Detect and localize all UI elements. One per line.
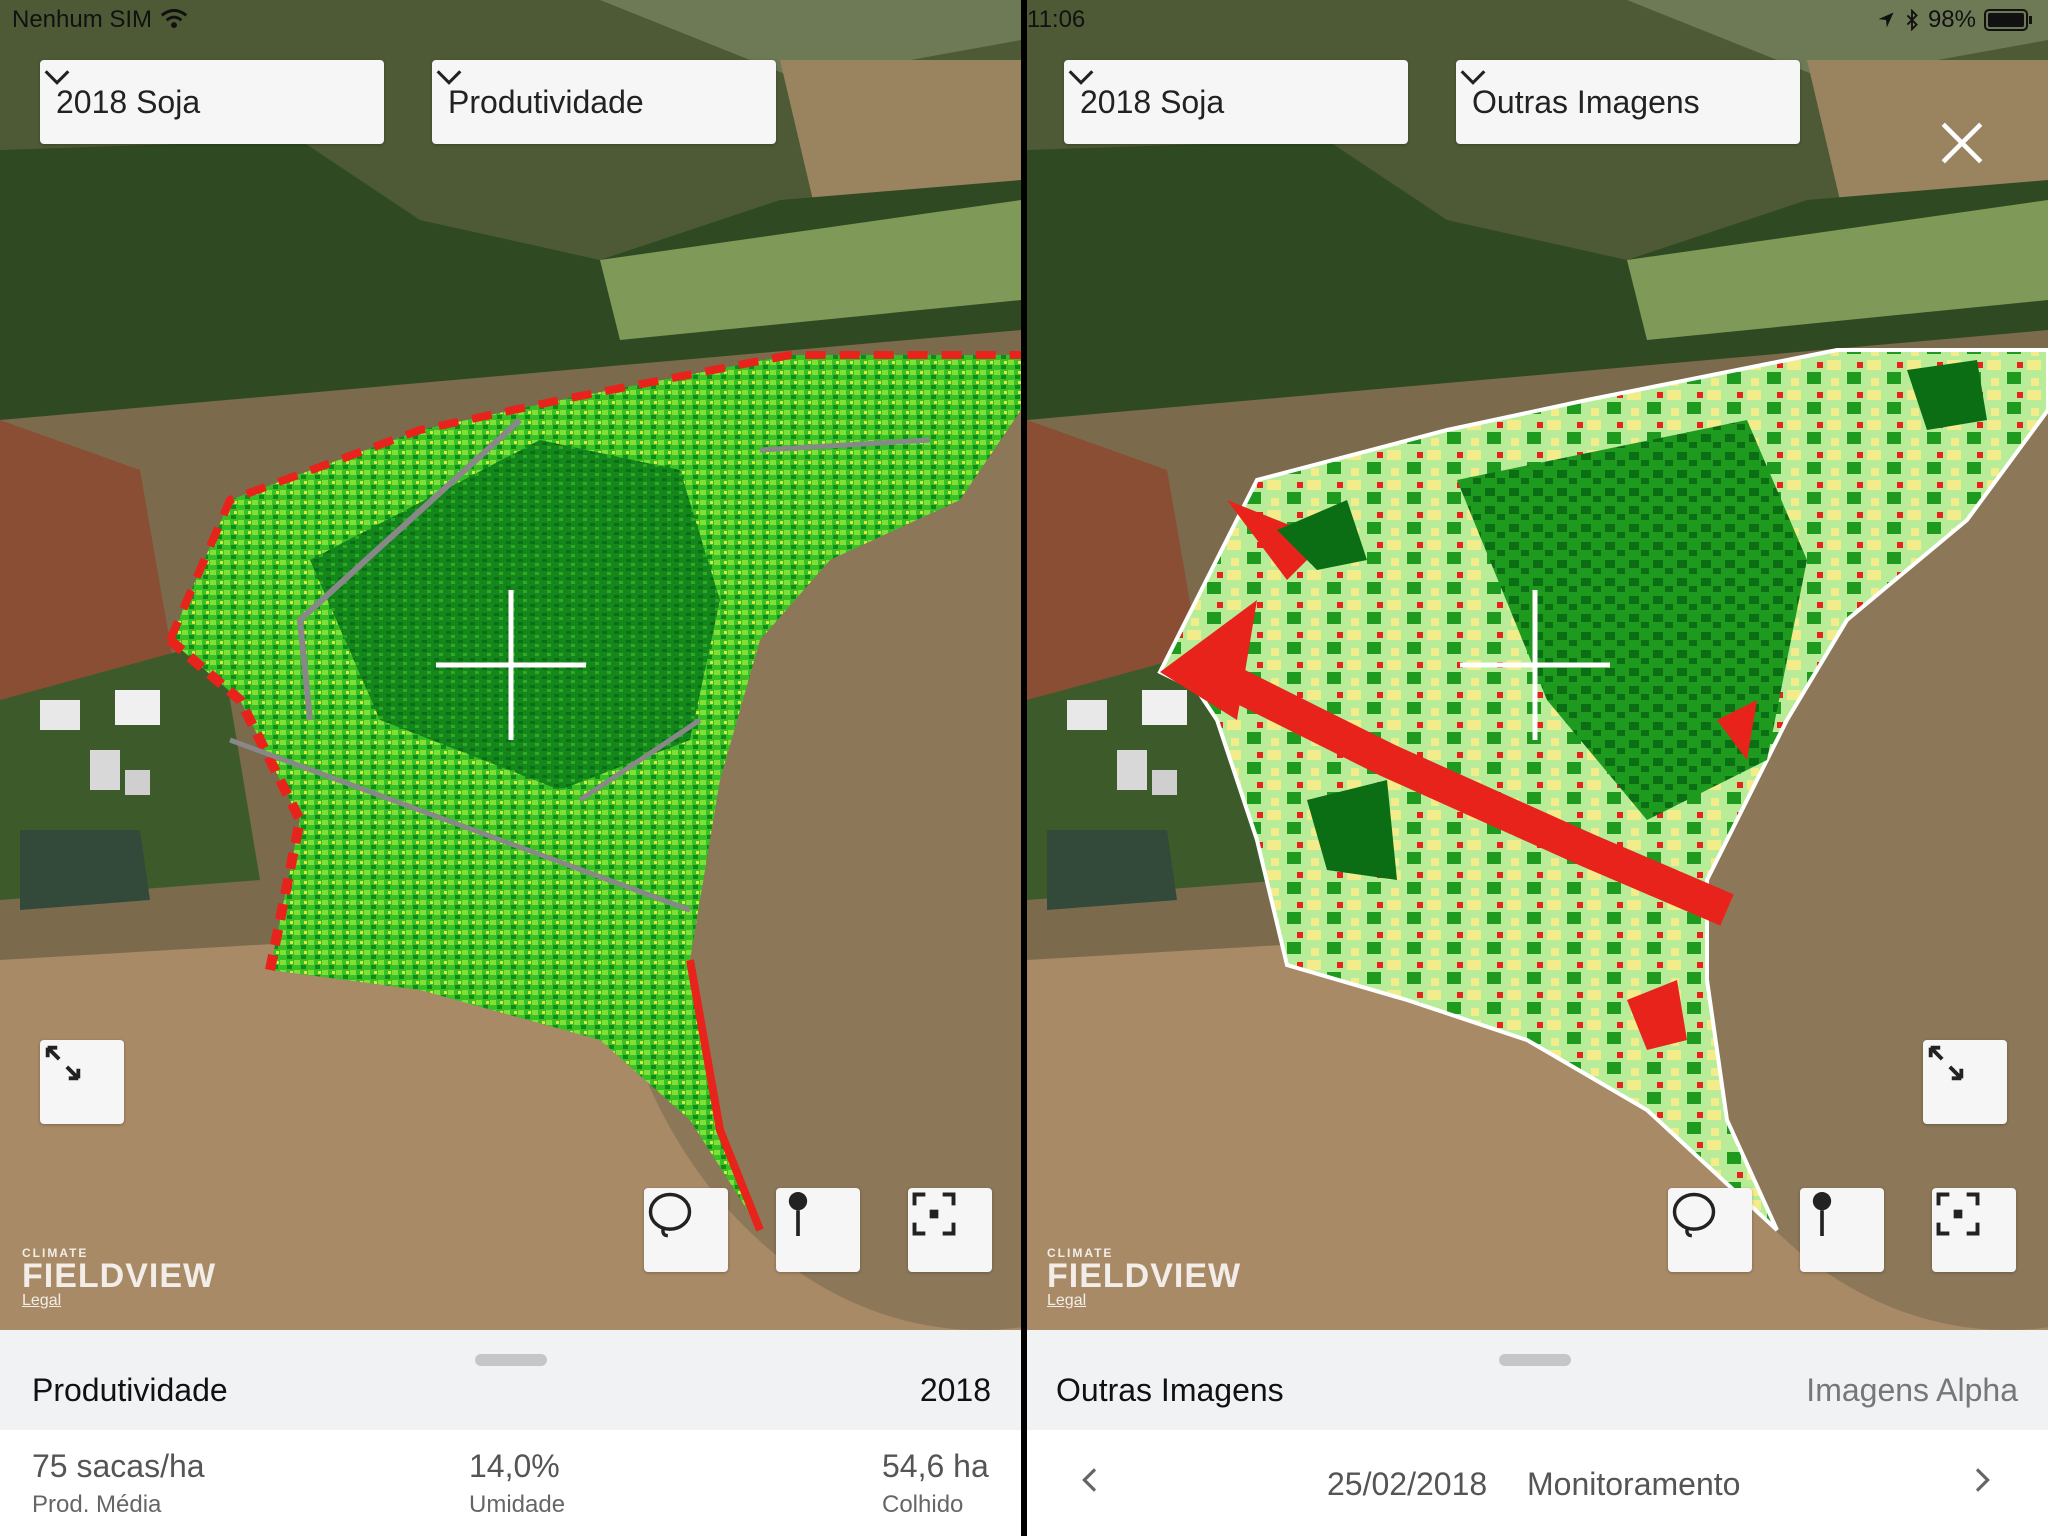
sheet-source: Imagens Alpha (1806, 1372, 2018, 1408)
lasso-icon (1672, 1192, 1716, 1238)
carrier-text: Nenhum SIM (12, 6, 153, 33)
season-dropdown-label: 2018 Soja (1080, 83, 1225, 120)
right-map[interactable]: 2018 Soja Outras Imagens (1027, 0, 2048, 1330)
expand-button[interactable] (40, 1040, 124, 1124)
lasso-icon (648, 1192, 692, 1238)
left-sheet-header: Produtividade 2018 (0, 1330, 1021, 1430)
left-bottom-sheet[interactable]: Produtividade 2018 75 sacas/ha Prod. Méd… (0, 1330, 1021, 1536)
legal-link[interactable]: Legal (1047, 1292, 1087, 1309)
chevron-left-icon[interactable] (1075, 1464, 1107, 1496)
crosshair-icon (1460, 590, 1610, 740)
season-dropdown[interactable]: 2018 Soja (40, 60, 384, 144)
layer-dropdown[interactable]: Outras Imagens (1456, 60, 1800, 144)
logo-small-text: CLIMATE (22, 1246, 89, 1260)
sheet-title: Outras Imagens (1056, 1372, 1284, 1408)
battery-icon (1984, 9, 2032, 31)
expand-icon (45, 1045, 81, 1081)
status-right: 98% (1876, 6, 2034, 34)
chevron-down-icon (1068, 70, 1094, 85)
legal-link[interactable]: Legal (22, 1292, 62, 1309)
focus-icon (912, 1192, 956, 1236)
right-bottom-sheet[interactable]: Outras Imagens Imagens Alpha 25/02/2018 … (1027, 1330, 2048, 1536)
stat-value: 75 sacas/ha (32, 1448, 205, 1484)
stat-moisture: 14,0% Umidade (469, 1448, 565, 1519)
expand-button[interactable] (1923, 1040, 2007, 1124)
carrier-status: Nenhum SIM (12, 6, 189, 34)
sheet-title: Produtividade (32, 1372, 228, 1408)
right-map-background (1027, 0, 2048, 1330)
stat-avg-yield: 75 sacas/ha Prod. Média (32, 1448, 205, 1519)
focus-icon (1936, 1192, 1980, 1236)
season-dropdown-label: 2018 Soja (56, 83, 201, 120)
crosshair-icon (436, 590, 586, 740)
wifi-icon (160, 8, 187, 29)
lasso-button[interactable] (644, 1188, 728, 1272)
left-map[interactable]: 2018 Soja Produtividade (0, 0, 1021, 1330)
fieldview-logo: CLIMATE FIELDVIEW Legal (1047, 1246, 1241, 1310)
logo-small-text: CLIMATE (1047, 1246, 1114, 1260)
pin-icon (1812, 1192, 1832, 1236)
stat-label: Umidade (469, 1491, 566, 1518)
fieldview-logo: CLIMATE FIELDVIEW Legal (22, 1246, 216, 1310)
left-map-background (0, 0, 1021, 1330)
sheet-drag-handle[interactable] (475, 1354, 547, 1366)
location-arrow-icon (1878, 12, 1894, 28)
logo-big-text: FIELDVIEW (22, 1257, 217, 1295)
layer-dropdown-label: Outras Imagens (1472, 83, 1700, 120)
battery-text: 98% (1927, 6, 1976, 33)
chevron-down-icon (44, 70, 70, 85)
stat-label: Prod. Média (32, 1491, 162, 1518)
right-map-pane: 2018 Soja Outras Imagens (1027, 0, 2048, 1536)
stat-harvested: 54,6 ha Colhido (882, 1448, 989, 1519)
close-icon[interactable] (1937, 118, 1987, 168)
layer-dropdown[interactable]: Produtividade (432, 60, 776, 144)
sheet-drag-handle[interactable] (1499, 1354, 1571, 1366)
image-date: 25/02/2018 (1327, 1466, 1488, 1502)
pin-icon (788, 1192, 808, 1236)
pin-button[interactable] (1800, 1188, 1884, 1272)
stat-value: 14,0% (469, 1448, 560, 1484)
right-sheet-header: Outras Imagens Imagens Alpha (1027, 1330, 2048, 1430)
focus-button[interactable] (908, 1188, 992, 1272)
clock: 11:06 (1027, 6, 1086, 33)
expand-icon (1928, 1045, 1964, 1081)
focus-button[interactable] (1932, 1188, 2016, 1272)
lasso-button[interactable] (1668, 1188, 1752, 1272)
sheet-year: 2018 (919, 1372, 991, 1408)
stat-label: Colhido (882, 1491, 964, 1518)
pin-button[interactable] (776, 1188, 860, 1272)
chevron-down-icon (436, 70, 462, 85)
logo-big-text: FIELDVIEW (1047, 1257, 1242, 1295)
bluetooth-icon (1906, 9, 1918, 31)
left-map-pane: 2018 Soja Produtividade (0, 0, 1021, 1536)
stat-value: 54,6 ha (882, 1448, 989, 1484)
season-dropdown[interactable]: 2018 Soja (1064, 60, 1408, 144)
image-type: Monitoramento (1527, 1466, 1741, 1502)
chevron-down-icon (1460, 70, 1486, 85)
chevron-right-icon[interactable] (1965, 1464, 1997, 1496)
split-divider[interactable] (1021, 0, 1027, 1536)
layer-dropdown-label: Produtividade (448, 83, 644, 120)
